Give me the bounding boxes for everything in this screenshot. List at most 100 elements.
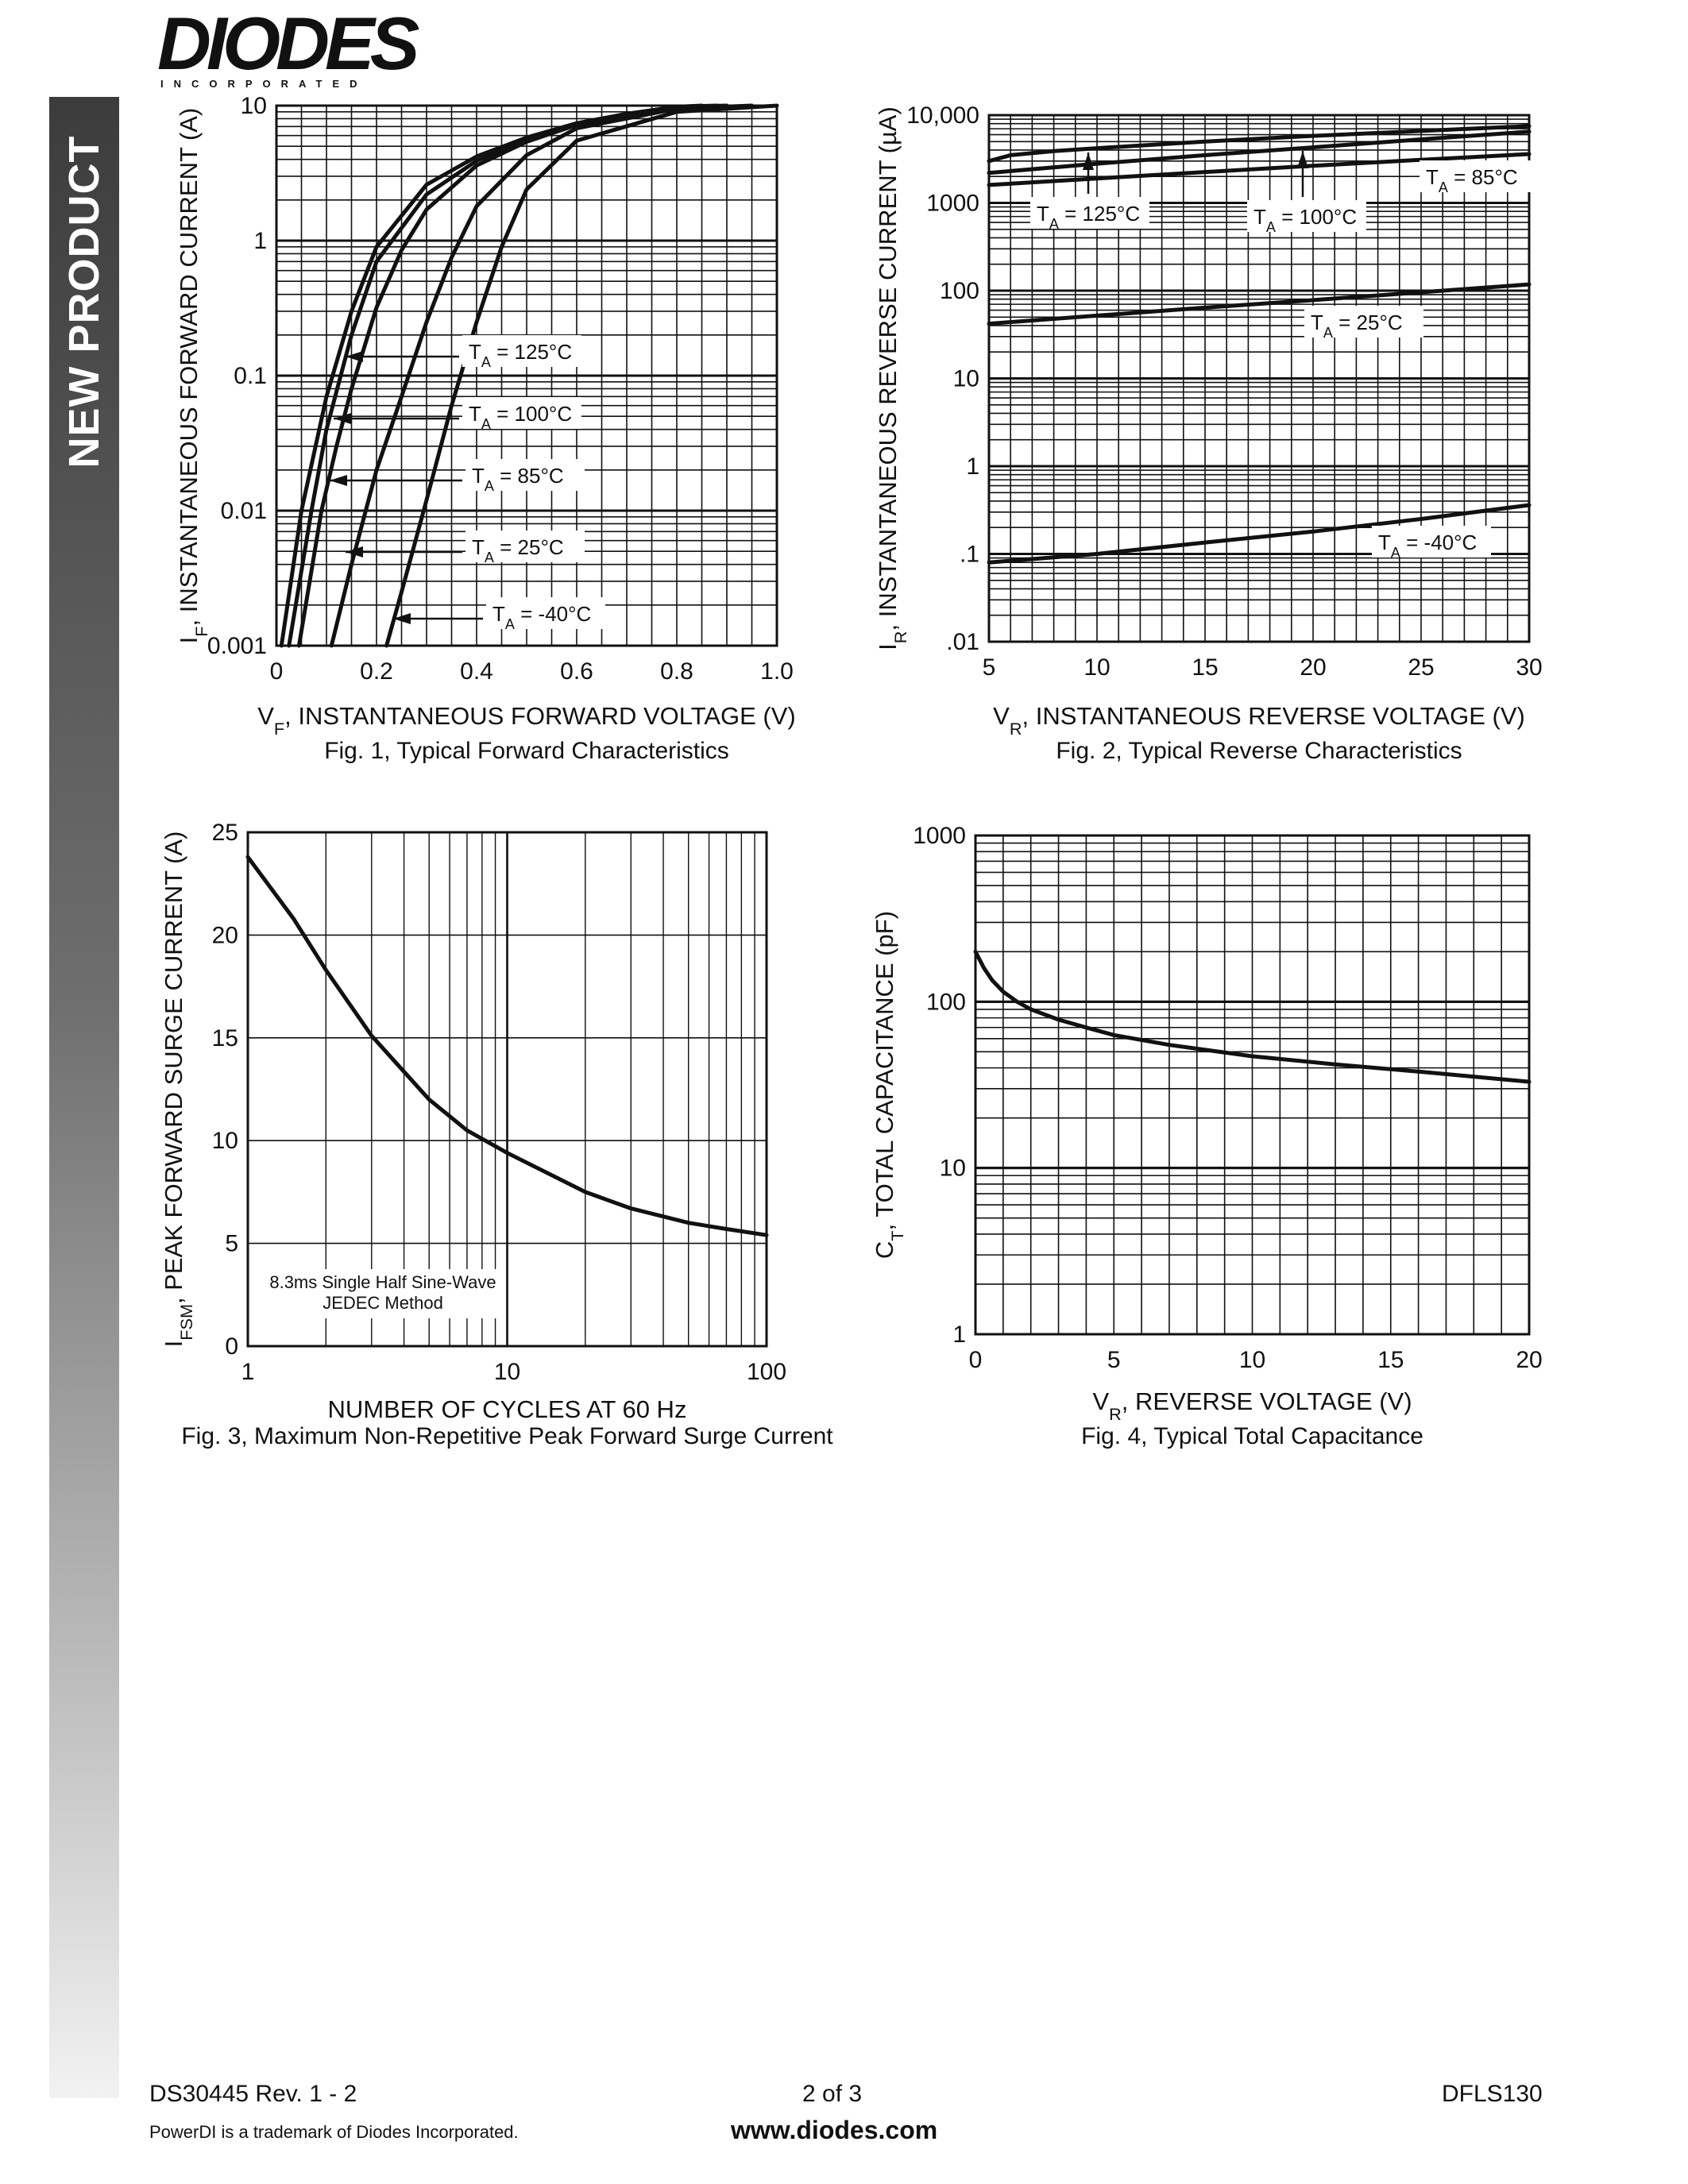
fig1-series-arrowhead [334,413,351,424]
fig3-y-tick-label: 25 [212,820,238,846]
fig1-series-label: TA = -40°C [492,602,591,632]
fig3-annotation-bg [264,1269,502,1318]
fig2-series-label-bg [1030,197,1149,229]
fig2-series-label-bg [1247,200,1366,232]
fig2-y-tick-label: 10 [953,366,979,392]
fig4-x-tick-label: 5 [1107,1347,1121,1373]
fig1-x-tick-label: 0.8 [660,658,693,685]
footer-page-number: 2 of 3 [802,2081,863,2107]
fig4-caption: Fig. 4, Typical Total Capacitance [1081,1423,1423,1449]
fig1-series-line-2 [296,103,729,648]
fig2-series-line-3 [987,282,1532,326]
fig1-x-axis-label: VF, INSTANTANEOUS FORWARD VOLTAGE (V) [257,702,796,739]
fig1-x-tick-label: 0.6 [560,658,593,685]
fig1-series-line-4 [384,103,779,648]
footer-doc-rev: DS30445 Rev. 1 - 2 [149,2081,357,2107]
fig1-y-tick-label: 1 [253,228,267,254]
logo-subtext: INCORPORATED [160,78,368,90]
fig2-series-label-bg [1420,160,1539,192]
fig2-chart: 5 10 15 20 25 30 .01 .1 1 10 100 1000 10,000 VR, INST… [874,102,1543,764]
footer-part-number: DFLS130 [1442,2081,1543,2107]
fig3-x-tick-label: 10 [494,1359,520,1385]
fig4-y-tick-label: 100 [926,989,966,1015]
fig3-y-tick-label: 5 [225,1231,238,1257]
fig2-caption: Fig. 2, Typical Reverse Characteristics [1056,738,1462,764]
fig4-y-axis-label: CT, TOTAL CAPACITANCE (pF) [871,911,907,1259]
fig2-x-tick-label: 20 [1300,654,1326,681]
fig2-x-tick-label: 15 [1192,654,1218,681]
fig1-series-label-bg [462,397,581,429]
fig4-gridlines [975,834,1530,1336]
fig1-y-tick-label: 0.01 [221,498,267,524]
fig2-series-line-2 [987,152,1532,187]
fig1-series-line-3 [329,103,754,648]
diodes-logo: DIODES INCORPORATED [157,6,419,91]
fig3-caption: Fig. 3, Maximum Non-Repetitive Peak Forw… [181,1423,833,1449]
fig1-x-tick-label: 0 [270,658,284,685]
fig2-x-tick-label: 5 [983,654,996,681]
fig1-y-tick-label: 10 [241,93,267,119]
fig1-series-label-bg [465,531,585,562]
fig1-series-label-bg [465,459,585,491]
fig4-x-tick-label: 15 [1377,1347,1404,1373]
fig1-caption: Fig. 1, Typical Forward Characteristics [324,738,729,764]
fig3-gridlines [246,832,768,1347]
footer-website[interactable]: www.diodes.com [731,2116,938,2144]
fig2-series-line-4 [987,503,1532,565]
fig3-y-tick-label: 20 [212,922,238,948]
sidebar-banner [49,97,119,2098]
fig4-x-axis-label: VR, REVERSE VOLTAGE (V) [1092,1387,1412,1424]
fig2-x-tick-label: 25 [1408,654,1434,681]
fig2-gridlines [988,114,1530,643]
fig1-series-label: TA = 85°C [472,464,564,494]
fig3-annotation-text: 8.3ms Single Half Sine-Wave [269,1272,496,1292]
fig1-series-label: TA = 100°C [469,402,572,432]
fig4-y-tick-label: 1000 [913,823,966,849]
fig1-series-arrowhead [330,475,347,486]
fig2-plot-frame [987,114,1531,643]
fig2-series-label: TA = -40°C [1378,531,1477,561]
fig1-series-label: TA = 25°C [472,535,564,565]
fig3-annotation-text: JEDEC Method [323,1293,443,1313]
fig3-x-axis-label: NUMBER OF CYCLES AT 60 Hz [328,1395,687,1423]
fig4-y-tick-label: 10 [940,1156,966,1182]
fig2-x-tick-label: 10 [1083,654,1110,681]
fig2-y-tick-label: 1000 [926,191,979,217]
fig1-chart: 0 0.2 0.4 0.6 0.8 1.0 0.001 0.01 0.1 1 10 VF, INSTA… [175,93,796,764]
fig4-x-tick-label: 0 [969,1347,983,1373]
fig1-x-tick-label: 0.2 [360,658,393,685]
fig2-series-arrowhead [1297,151,1308,168]
fig4-chart: 0 5 10 15 20 1 10 100 1000 VR, REVERSE VOLTAGE (V… [871,823,1543,1449]
fig2-series-label: TA = 125°C [1037,202,1140,232]
fig3-y-tick-label: 0 [225,1333,238,1360]
fig3-plot-frame [246,831,768,1348]
fig2-y-tick-label: .01 [946,629,979,655]
fig1-plot-frame [275,104,778,647]
fig2-y-tick-label: 100 [940,278,979,304]
fig4-series-line-0 [973,949,1532,1084]
fig2-y-axis-label: IR, INSTANTANEOUS REVERSE CURRENT (µA) [874,106,910,650]
fig1-x-tick-label: 0.4 [460,658,493,685]
fig1-series-arrowhead [346,351,363,362]
fig3-y-axis-label: IFSM, PEAK FORWARD SURGE CURRENT (A) [160,832,196,1348]
fig3-x-tick-label: 1 [241,1359,255,1385]
fig4-x-tick-label: 20 [1516,1347,1542,1373]
fig4-x-tick-label: 10 [1239,1347,1265,1373]
fig2-series-arrowhead [1083,152,1094,170]
fig3-y-tick-label: 10 [212,1128,238,1154]
fig1-series-label-bg [486,597,605,629]
fig1-y-tick-label: 0.1 [234,363,267,389]
fig1-y-tick-label: 0.001 [207,633,267,659]
fig2-series-label: TA = 25°C [1311,311,1403,341]
footer-trademark: PowerDI is a trademark of Diodes Incorpo… [149,2122,519,2142]
fig2-series-label-bg [1304,306,1423,338]
fig2-y-tick-label: .1 [960,542,979,568]
fig1-series-arrowhead [393,613,411,624]
fig2-series-line-0 [987,124,1532,164]
fig1-y-axis-label: IF, INSTANTANEOUS FORWARD CURRENT (A) [175,108,211,644]
fig2-series-label-bg [1372,526,1491,558]
fig2-series-line-1 [987,129,1532,176]
fig2-series-label: TA = 85°C [1426,165,1518,195]
fig2-y-tick-label: 10,000 [906,102,979,129]
